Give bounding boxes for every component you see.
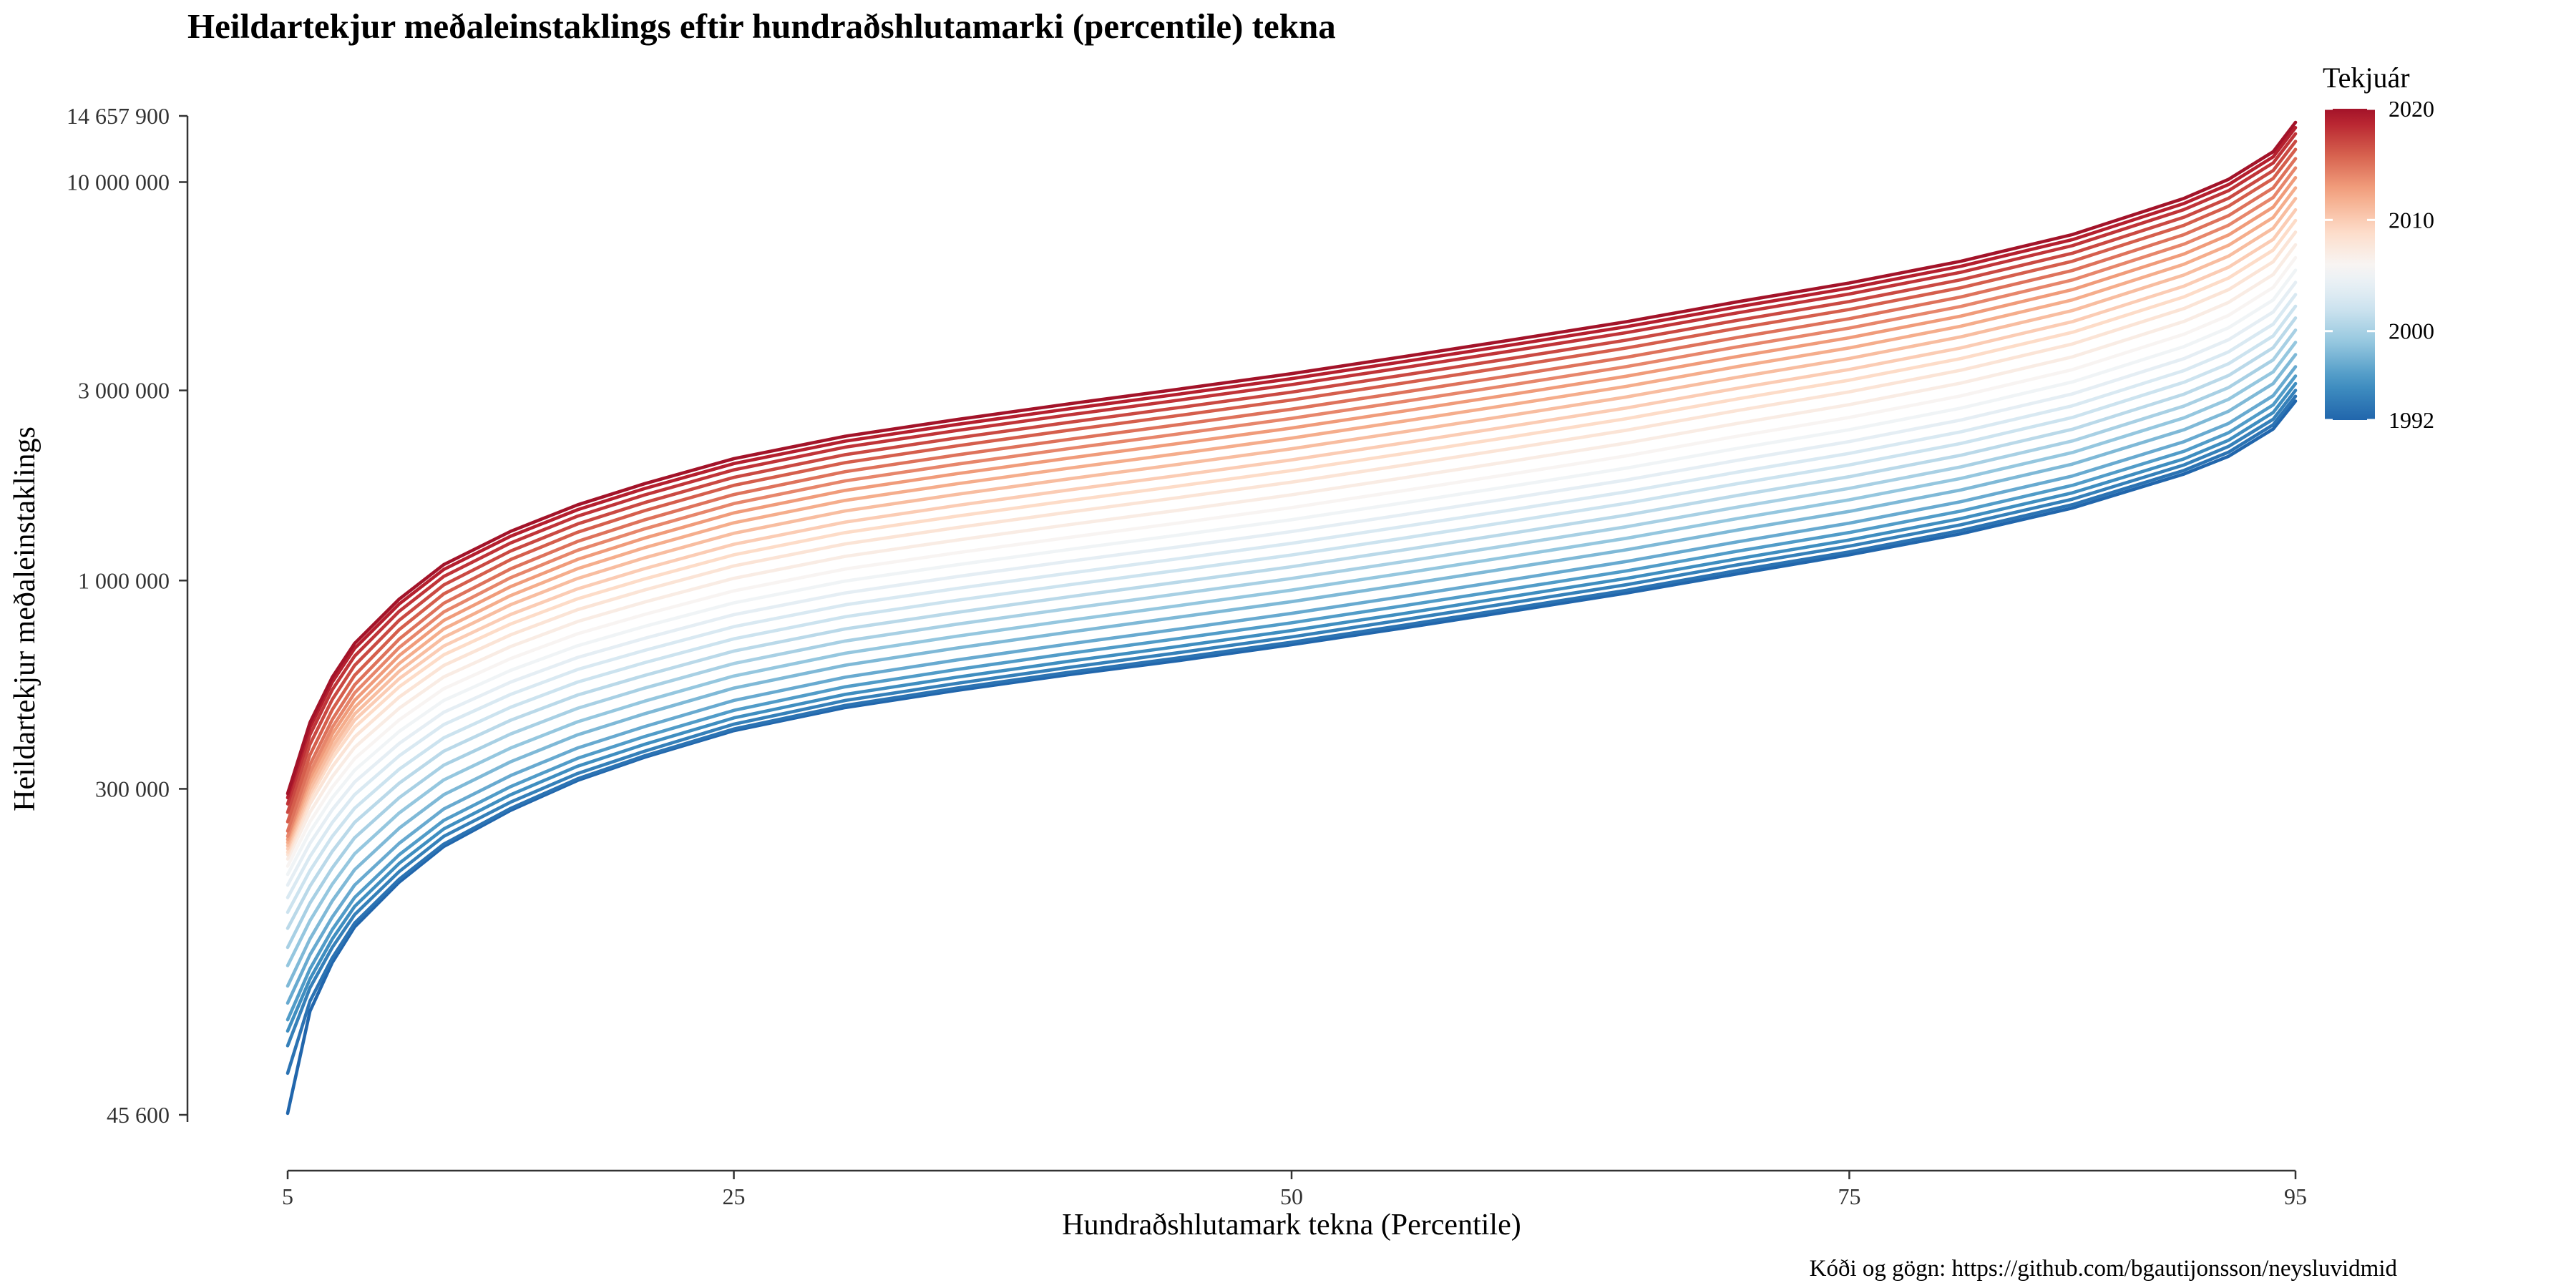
- series-line-2018: [286, 132, 2298, 806]
- series-lines: [286, 120, 2298, 1116]
- x-axis: 5 25 50 75 95: [282, 1169, 2307, 1209]
- y-axis-title: Heildartekjur meðaleinstaklings: [9, 426, 42, 811]
- color-legend: Tekjuár 2020 2010 2000 1992: [2323, 62, 2434, 433]
- series-line-2015: [286, 157, 2298, 833]
- legend-label: 1992: [2389, 407, 2434, 433]
- series-line-2001: [286, 316, 2298, 930]
- series-line-2005: [286, 268, 2298, 877]
- y-tick-label: 10 000 000: [67, 169, 170, 195]
- legend-label: 2020: [2389, 96, 2434, 122]
- series-line-2004: [286, 280, 2298, 887]
- legend-label: 2000: [2389, 318, 2434, 344]
- series-line-2017: [286, 140, 2298, 814]
- x-tick-label: 95: [2284, 1184, 2307, 1209]
- y-axis: 45 600 300 000 1 000 000 3 000 000 10 000 00…: [67, 103, 189, 1128]
- series-line-1996: [286, 374, 2298, 1022]
- series-line-1995: [286, 381, 2298, 1033]
- y-tick-label: 3 000 000: [78, 378, 170, 404]
- series-line-2000: [286, 328, 2298, 950]
- series-line-2016: [286, 147, 2298, 824]
- series-line-1993: [286, 394, 2298, 1075]
- x-tick-label: 50: [1280, 1184, 1303, 1209]
- series-line-2014: [286, 166, 2298, 839]
- legend-ticks: 2020 2010 2000 1992: [2325, 96, 2434, 433]
- series-line-2002: [286, 304, 2298, 914]
- x-axis-title: Hundraðshlutamark tekna (Percentile): [1062, 1209, 1521, 1241]
- legend-colorbar: [2325, 109, 2375, 420]
- series-line-1994: [286, 389, 2298, 1048]
- series-line-2013: [286, 176, 2298, 841]
- series-line-2006: [286, 255, 2298, 868]
- series-line-2011: [286, 197, 2298, 848]
- series-line-2003: [286, 293, 2298, 899]
- y-tick-label: 300 000: [95, 776, 170, 801]
- legend-label: 2010: [2389, 207, 2434, 233]
- caption: Kóði og gögn: https://github.com/bgautij…: [1810, 1256, 2398, 1282]
- chart-title: Heildartekjur meðaleinstaklings eftir hu…: [187, 6, 1336, 46]
- x-tick-label: 5: [282, 1184, 293, 1209]
- y-tick-label: 45 600: [107, 1102, 170, 1128]
- series-line-2020: [286, 120, 2298, 796]
- x-tick-label: 75: [1838, 1184, 1860, 1209]
- y-tick-label: 14 657 900: [67, 103, 170, 129]
- series-line-1997: [286, 365, 2298, 1005]
- legend-title: Tekjuár: [2323, 62, 2410, 94]
- series-line-2008: [286, 230, 2298, 857]
- x-tick-label: 25: [723, 1184, 746, 1209]
- series-line-2007: [286, 243, 2298, 861]
- series-line-2009: [286, 218, 2298, 854]
- series-line-1998: [286, 353, 2298, 988]
- series-line-1992: [286, 399, 2298, 1116]
- y-tick-label: 1 000 000: [78, 567, 170, 593]
- series-line-1999: [286, 341, 2298, 967]
- series-line-2010: [286, 208, 2298, 851]
- series-line-2012: [286, 186, 2298, 844]
- series-line-2019: [286, 126, 2298, 800]
